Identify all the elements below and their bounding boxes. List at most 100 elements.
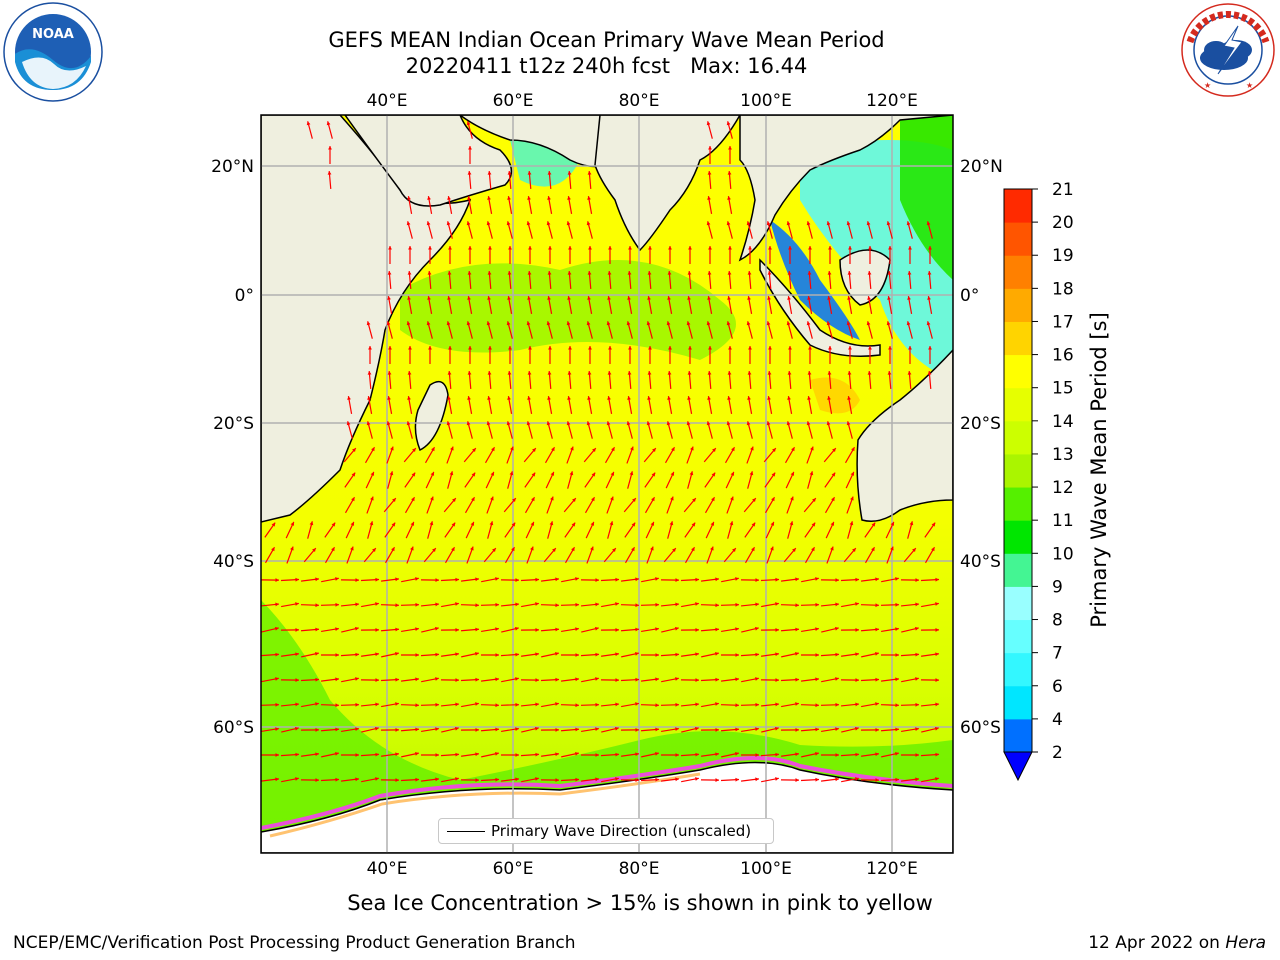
wave-arrow xyxy=(447,270,452,290)
wave-arrow xyxy=(881,653,899,657)
wave-arrow xyxy=(485,471,495,489)
wave-arrow xyxy=(727,396,733,414)
wave-arrow xyxy=(607,270,612,290)
wave-arrow xyxy=(648,246,652,264)
wave-arrow xyxy=(720,703,740,708)
wave-arrow xyxy=(608,246,612,264)
wave-arrow xyxy=(847,270,852,290)
wave-arrow xyxy=(548,246,552,264)
wave-arrow xyxy=(504,546,516,564)
wave-arrow xyxy=(740,578,760,583)
wave-arrow xyxy=(368,346,372,364)
wave-arrow xyxy=(800,677,820,682)
wave-arrow xyxy=(585,521,595,539)
wave-arrow xyxy=(787,296,793,314)
wave-arrow xyxy=(465,521,475,539)
wave-arrow xyxy=(720,727,740,732)
wave-arrow xyxy=(261,578,280,583)
wave-arrow xyxy=(600,702,620,707)
wave-arrow xyxy=(501,727,519,733)
wave-arrow xyxy=(501,677,519,683)
wave-arrow xyxy=(324,522,336,538)
wave-arrow xyxy=(381,752,399,757)
wave-arrow xyxy=(408,246,412,264)
wave-arrow xyxy=(900,777,920,782)
wave-arrow xyxy=(467,370,472,390)
wave-arrow xyxy=(840,627,860,632)
footer-credit: NCEP/EMC/Verification Post Processing Pr… xyxy=(13,933,576,953)
wave-arrow xyxy=(808,246,812,264)
x-tick-top: 100°E xyxy=(740,91,792,111)
wave-arrow xyxy=(367,396,373,414)
wave-arrow xyxy=(861,651,879,658)
wave-arrow xyxy=(747,370,752,390)
wave-arrow xyxy=(406,321,413,339)
wave-arrow xyxy=(321,653,339,657)
wave-arrow xyxy=(508,346,512,364)
wave-arrow xyxy=(384,546,396,564)
wave-arrow xyxy=(481,627,499,633)
wave-arrow xyxy=(700,577,720,582)
wave-arrow xyxy=(807,396,813,414)
wave-arrow xyxy=(300,677,320,682)
wave-arrow xyxy=(680,678,700,683)
wave-arrow xyxy=(880,602,900,607)
x-tick-bottom: 40°E xyxy=(367,859,408,879)
wave-arrow xyxy=(667,521,674,539)
wave-arrow xyxy=(580,652,600,657)
wave-arrow xyxy=(548,346,552,364)
wave-arrow xyxy=(507,196,513,214)
wave-arrow xyxy=(480,602,500,607)
wave-arrow xyxy=(627,396,633,414)
chart-subtitle-run: 20220411 t12z 240h fcst Max: 16.44 xyxy=(405,54,808,78)
wave-arrow xyxy=(601,652,619,657)
wave-arrow xyxy=(700,778,720,783)
wave-arrow xyxy=(761,777,779,783)
wave-arrow xyxy=(560,677,580,682)
colorbar-segment xyxy=(1004,321,1032,356)
wave-arrow xyxy=(641,751,659,758)
colorbar-tick-label: 4 xyxy=(1052,710,1063,730)
wave-arrow xyxy=(340,702,360,707)
wave-arrow xyxy=(886,321,893,339)
wave-arrow xyxy=(421,753,439,757)
wave-arrow xyxy=(380,778,400,783)
wave-arrow xyxy=(380,627,400,632)
wave-arrow xyxy=(520,577,540,582)
wave-arrow xyxy=(626,321,633,339)
sea-ice-note: Sea Ice Concentration > 15% is shown in … xyxy=(347,891,933,915)
wave-arrow xyxy=(767,370,772,390)
wave-arrow xyxy=(720,677,740,682)
wave-arrow xyxy=(768,346,772,364)
wave-arrow xyxy=(627,370,632,390)
wave-arrow xyxy=(460,577,480,582)
wave-arrow xyxy=(480,703,500,708)
wave-arrow xyxy=(624,522,636,538)
wave-arrow xyxy=(326,121,333,139)
wave-arrow xyxy=(784,446,796,464)
wave-arrow xyxy=(460,627,480,632)
wave-arrow xyxy=(806,221,813,239)
wave-arrow xyxy=(821,677,839,683)
legend: Primary Wave Direction (unscaled) xyxy=(438,818,774,844)
colorbar-tick-label: 18 xyxy=(1052,279,1074,299)
wave-arrow xyxy=(446,221,453,239)
wave-arrow xyxy=(461,752,479,757)
wave-arrow xyxy=(600,678,620,683)
wave-arrow xyxy=(920,752,940,757)
wave-arrow xyxy=(840,702,860,707)
wave-arrow xyxy=(640,777,660,782)
wave-arrow xyxy=(261,602,280,607)
wave-arrow xyxy=(261,727,279,733)
wave-arrow xyxy=(640,727,660,732)
wave-arrow xyxy=(766,546,774,564)
wave-arrow xyxy=(321,627,339,633)
wave-arrow xyxy=(841,602,859,608)
wave-arrow xyxy=(820,578,840,583)
wave-arrow xyxy=(507,270,512,290)
wave-arrow xyxy=(360,702,380,707)
colorbar-segment xyxy=(1004,453,1032,488)
wave-arrow xyxy=(407,396,413,414)
wave-arrow xyxy=(728,346,732,364)
wave-arrow xyxy=(584,472,596,488)
